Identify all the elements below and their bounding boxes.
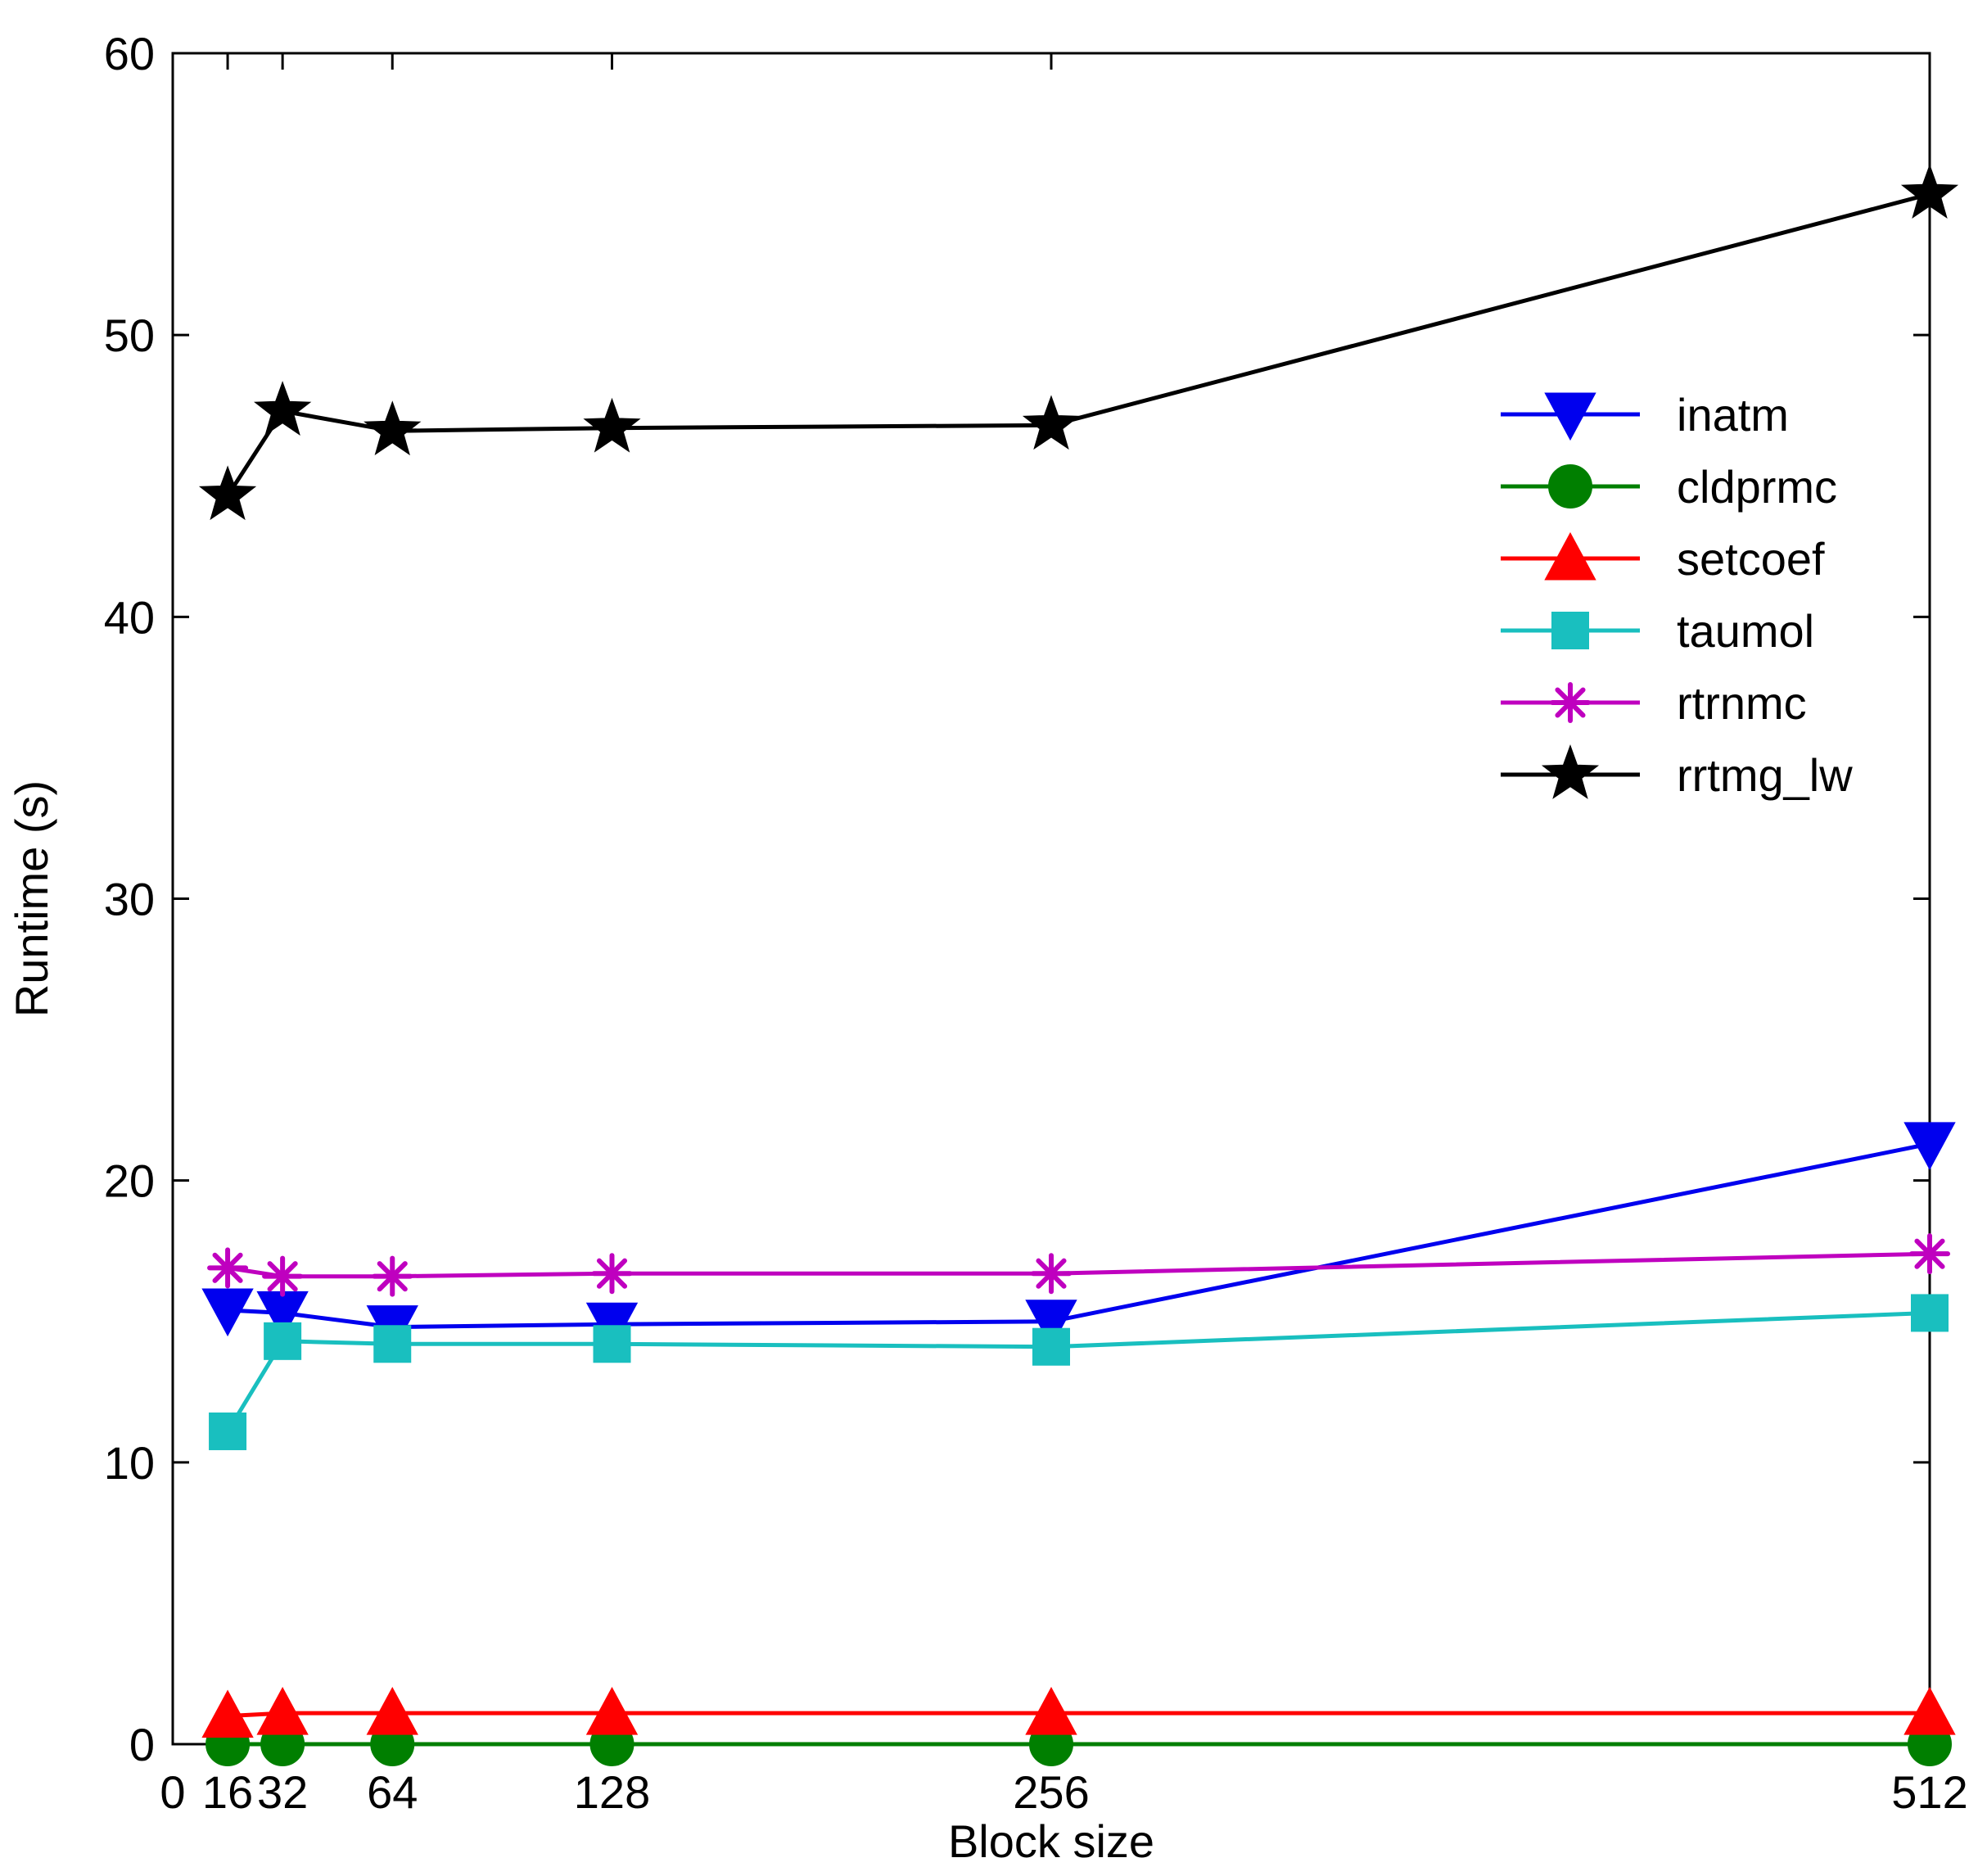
data-point-inatm <box>1903 1122 1956 1171</box>
data-point-rtrnmc <box>1909 1233 1950 1275</box>
data-point-rtrnmc <box>591 1253 633 1295</box>
data-point-setcoef <box>256 1687 309 1735</box>
legend-item-rrtmg_lw: rrtmg_lw <box>1501 744 1853 801</box>
y-tick-label: 50 <box>104 310 155 361</box>
legend-label: taumol <box>1677 605 1814 657</box>
data-point-setcoef <box>201 1689 254 1738</box>
data-point-rrtmg_lw <box>198 465 257 521</box>
x-tick-label: 16 <box>202 1766 253 1818</box>
data-point-rrtmg_lw <box>254 381 312 436</box>
asterisk-stroke <box>1036 1258 1067 1289</box>
data-point-taumol <box>264 1322 302 1360</box>
asterisk-stroke <box>377 1261 408 1292</box>
axis-labels: Block size Runtime (s) <box>6 780 1154 1867</box>
asterisk-stroke <box>1555 687 1586 718</box>
asterisk-stroke <box>1914 1238 1945 1269</box>
y-tick-label: 60 <box>104 28 155 79</box>
plot-frame <box>171 52 1931 1746</box>
data-point-taumol <box>209 1412 247 1450</box>
data-point-rrtmg_lw <box>1900 164 1959 219</box>
x-tick-label: 0 <box>160 1766 185 1818</box>
data-point-setcoef <box>366 1687 418 1735</box>
legend-marker <box>1548 464 1592 509</box>
legend-marker <box>1541 744 1600 799</box>
asterisk-stroke <box>596 1258 628 1289</box>
x-tick-label: 128 <box>574 1766 650 1818</box>
y-axis-label: Runtime (s) <box>6 780 57 1017</box>
legend-marker <box>1550 682 1591 723</box>
y-tick-label: 30 <box>104 874 155 925</box>
data-point-taumol <box>1911 1294 1949 1332</box>
legend-item-inatm: inatm <box>1501 389 1789 441</box>
data-point-rtrnmc <box>372 1255 413 1297</box>
axis-ticks: 0 10 20 30 40 50 60 0 16 32 64 128 256 512 <box>104 28 1968 1818</box>
legend-label: inatm <box>1677 389 1789 441</box>
x-tick-label: 512 <box>1891 1766 1967 1818</box>
data-markers <box>198 164 1959 1766</box>
y-tick-label: 20 <box>104 1155 155 1207</box>
legend-marker <box>1544 531 1596 581</box>
data-point-rtrnmc <box>1031 1253 1072 1295</box>
data-point-taumol <box>1032 1327 1070 1366</box>
data-point-taumol <box>373 1325 412 1363</box>
plot-area <box>171 52 1931 1746</box>
legend-item-taumol: taumol <box>1501 605 1814 657</box>
x-axis-label: Block size <box>948 1815 1154 1867</box>
legend-label: cldprmc <box>1677 461 1837 513</box>
x-tick-label: 64 <box>367 1766 418 1818</box>
data-point-rrtmg_lw <box>583 397 641 453</box>
legend-marker <box>1544 392 1596 441</box>
legend-item-rtrnmc: rtrnmc <box>1501 677 1807 729</box>
data-point-inatm <box>1025 1300 1077 1348</box>
data-point-rrtmg_lw <box>1022 395 1081 450</box>
legend-item-cldprmc: cldprmc <box>1501 461 1837 513</box>
asterisk-stroke <box>212 1252 243 1283</box>
legend-item-setcoef: setcoef <box>1501 531 1825 585</box>
data-point-rtrnmc <box>207 1247 249 1289</box>
y-tick-label: 0 <box>129 1719 155 1770</box>
legend-label: setcoef <box>1677 533 1825 585</box>
legend-label: rtrnmc <box>1677 677 1807 729</box>
asterisk-stroke <box>267 1261 298 1292</box>
data-point-taumol <box>593 1325 631 1363</box>
y-tick-label: 10 <box>104 1437 155 1489</box>
data-point-setcoef <box>1025 1687 1077 1735</box>
data-point-setcoef <box>585 1687 639 1735</box>
data-point-setcoef <box>1903 1687 1956 1735</box>
data-point-rrtmg_lw <box>364 400 422 456</box>
x-tick-label: 32 <box>257 1766 308 1818</box>
x-tick-label: 256 <box>1013 1766 1089 1818</box>
y-tick-label: 40 <box>104 591 155 643</box>
data-point-inatm <box>201 1288 254 1337</box>
legend: inatm cldprmc setcoef taumol rtrnmc rrtmg_lw <box>1501 389 1853 801</box>
legend-label: rrtmg_lw <box>1677 749 1853 801</box>
data-point-rtrnmc <box>262 1255 304 1297</box>
legend-marker <box>1551 612 1589 649</box>
